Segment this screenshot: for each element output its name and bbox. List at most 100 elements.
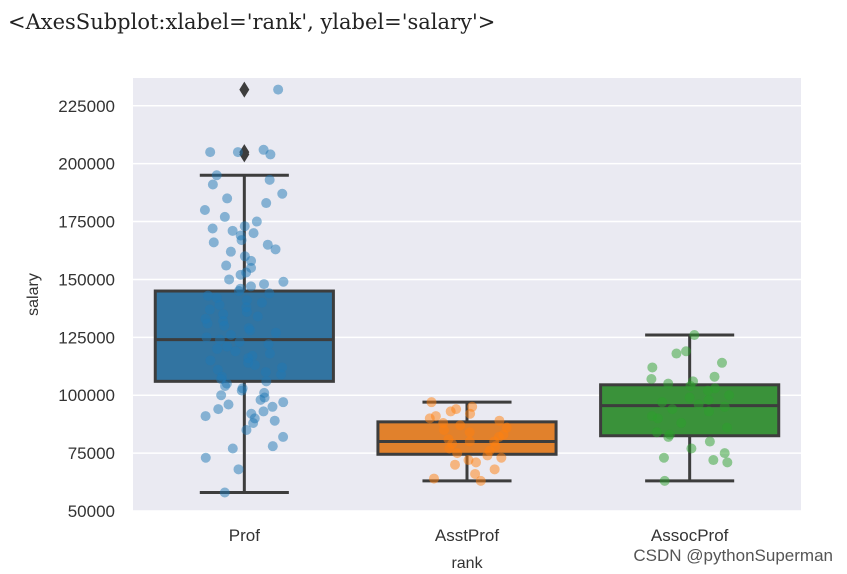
- data-point: [214, 299, 225, 310]
- y-tick-label: 150000: [58, 270, 115, 289]
- data-point: [278, 397, 289, 408]
- data-point: [202, 290, 213, 301]
- data-point: [657, 397, 668, 408]
- data-point: [647, 362, 658, 373]
- data-point: [232, 147, 243, 158]
- data-point: [219, 320, 230, 331]
- data-point: [475, 475, 486, 486]
- data-point: [719, 448, 730, 459]
- y-tick-label: 125000: [58, 328, 115, 347]
- data-point: [263, 339, 274, 350]
- data-point: [264, 288, 275, 299]
- data-point: [444, 443, 455, 454]
- data-point: [689, 330, 700, 341]
- data-point: [246, 255, 257, 266]
- data-point: [464, 436, 475, 447]
- x-tick-label: Prof: [229, 526, 260, 545]
- x-tick-label: AsstProf: [435, 526, 500, 545]
- iqr-box: [599, 383, 781, 438]
- data-point: [681, 346, 692, 357]
- data-point: [249, 360, 260, 371]
- data-point: [256, 297, 267, 308]
- data-point: [265, 149, 276, 160]
- data-point: [724, 390, 735, 401]
- data-point: [205, 147, 216, 158]
- data-point: [211, 170, 222, 181]
- data-point: [220, 380, 231, 391]
- data-point: [278, 276, 289, 287]
- data-point: [207, 223, 218, 234]
- data-point: [482, 450, 493, 461]
- data-point: [208, 237, 219, 248]
- data-point: [213, 404, 224, 415]
- data-point: [719, 401, 730, 412]
- data-point: [219, 487, 230, 498]
- data-point: [233, 464, 244, 475]
- data-point: [236, 385, 247, 396]
- data-point: [233, 286, 244, 297]
- data-point: [259, 279, 270, 290]
- data-point: [204, 304, 215, 315]
- data-point: [438, 424, 449, 435]
- data-point: [222, 341, 233, 352]
- data-point: [225, 246, 236, 257]
- data-point: [667, 404, 678, 415]
- data-point: [658, 452, 669, 463]
- data-point: [241, 306, 252, 317]
- data-point: [260, 367, 271, 378]
- data-point: [428, 473, 439, 484]
- x-axis-label: rank: [451, 555, 483, 572]
- data-point: [264, 348, 275, 359]
- x-tick-labels: Prof AsstProf AssocProf: [229, 526, 729, 545]
- data-point: [219, 211, 230, 222]
- data-point: [277, 188, 288, 199]
- data-point: [212, 343, 223, 354]
- data-point: [450, 459, 461, 470]
- data-point: [241, 424, 252, 435]
- data-point: [234, 336, 245, 347]
- data-point: [252, 311, 263, 322]
- data-point: [200, 452, 211, 463]
- data-point: [676, 418, 687, 429]
- data-point: [704, 436, 715, 447]
- data-point: [207, 179, 218, 190]
- data-point: [235, 269, 246, 280]
- data-point: [722, 457, 733, 468]
- data-point: [236, 235, 247, 246]
- data-point: [222, 193, 233, 204]
- data-point: [269, 415, 280, 426]
- data-point: [201, 332, 212, 343]
- outlier-marker: [239, 81, 250, 98]
- data-point: [471, 457, 482, 468]
- data-point: [261, 198, 272, 209]
- data-point: [496, 452, 507, 463]
- data-point: [216, 390, 227, 401]
- data-point: [709, 371, 720, 382]
- data-point: [224, 274, 235, 285]
- boxes: [153, 81, 781, 494]
- data-point: [659, 475, 670, 486]
- data-point: [465, 408, 476, 419]
- y-tick-label: 50000: [68, 502, 115, 521]
- data-point: [245, 281, 256, 292]
- data-point: [255, 394, 266, 405]
- data-point: [703, 394, 714, 405]
- outlier-marker: [239, 144, 250, 161]
- data-point: [686, 443, 697, 454]
- data-point: [708, 455, 719, 466]
- data-point: [221, 260, 232, 271]
- data-point: [227, 443, 238, 454]
- data-point: [214, 334, 225, 345]
- data-point: [239, 221, 250, 232]
- data-point: [262, 239, 273, 250]
- data-point: [200, 411, 211, 422]
- data-point: [261, 376, 272, 387]
- watermark: CSDN @pythonSuperman: [633, 546, 833, 565]
- data-point: [276, 369, 287, 380]
- strip-points: [199, 84, 735, 498]
- y-tick-label: 200000: [58, 155, 115, 174]
- data-point: [652, 413, 663, 424]
- data-point: [445, 406, 456, 417]
- data-point: [663, 378, 674, 389]
